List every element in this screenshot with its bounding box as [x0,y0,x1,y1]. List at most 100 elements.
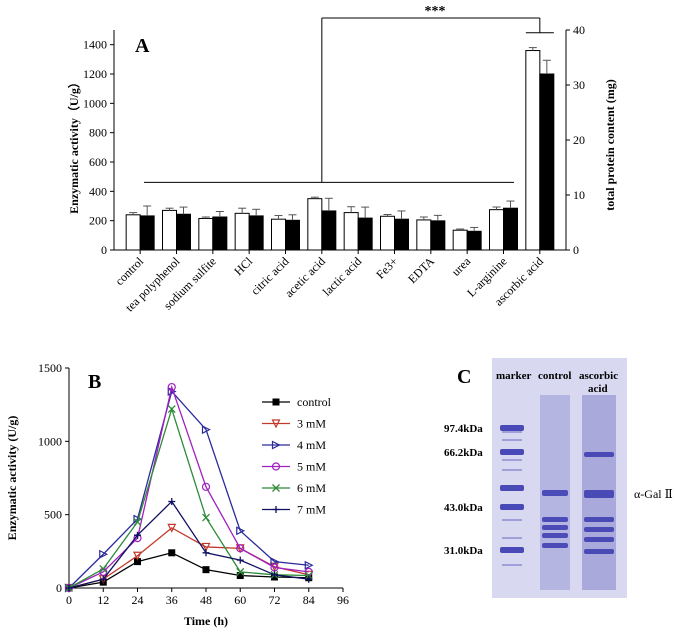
data-point-5 [305,575,313,583]
bar-activity [234,212,250,251]
legend-label-2: 4 mM [297,438,326,452]
panel-a-y-tick-label: 200 [89,214,107,228]
control-band [542,525,568,530]
panel-b-x-tick-label: 60 [234,593,246,607]
bar-activity [525,50,541,251]
panel-a-y2-tick-label: 30 [573,78,585,92]
lane-label-marker: marker [496,370,532,382]
bar-protein [357,217,373,251]
data-point-2 [99,549,109,559]
marker-faint-band [502,459,522,461]
lane-label-acid: acid [588,383,608,395]
marker-faint-band [502,431,522,433]
legend-label-5: 7 mM [297,503,326,517]
legend-label-3: 5 mM [297,460,326,474]
data-point-4 [202,513,210,522]
ascorbic-band [584,527,614,532]
panel-a-y-tick-label: 1200 [83,67,107,81]
panel-a-x-tick-label: acetic acid [282,254,328,300]
gel-background [492,358,627,598]
panel-a-y2-tick-label: 10 [573,188,585,202]
marker-band [500,425,524,431]
legend-marker-4 [272,484,280,492]
data-point-5 [65,584,73,592]
panel-b-x-tick-label: 24 [132,593,144,607]
series-line-0 [68,552,309,589]
marker-faint-band [502,439,522,441]
panel-b-chart: B Time (h) Enzymatic activity (U/g) 0 12 2… [5,361,349,628]
lane-label-control: control [538,370,571,382]
legend-marker-5 [272,506,280,513]
marker-band [500,547,524,553]
bar-activity [162,209,177,251]
data-point-1 [133,551,142,561]
panel-a-y-tick-label: 800 [89,126,107,140]
data-point-5 [236,556,244,564]
bar-activity [380,215,395,251]
panel-b-x-tick-label: 96 [337,593,349,607]
panel-a-x-tick-label: lactic acid [320,254,365,299]
panel-a-x-tick-label: urea [449,254,474,279]
data-point-3 [167,382,176,392]
panel-a-chart: A *** Enzymatic activity（U/g） total prot… [66,4,617,314]
data-point-3 [270,563,279,572]
panel-a-label: A [135,35,150,57]
legend-marker-3 [271,462,281,471]
panel-c-label: C [457,366,471,388]
panel-b-y-tick-label: 0 [56,581,62,595]
series-line-3 [68,384,309,589]
data-point-2 [270,557,280,567]
bar-activity [271,218,286,251]
marker-band [500,449,524,455]
panel-b-y-axis-label: Enzymatic activity (U/g) [5,416,19,541]
data-point-4 [99,564,108,573]
data-point-4 [167,405,176,414]
data-point-2 [304,560,314,570]
legend-marker-0 [272,398,280,406]
mw-label-31: 31.0kDa [444,545,483,557]
mw-label-43: 43.0kDa [444,502,483,514]
legend-marker-2 [271,440,281,450]
panel-a-y-tick-label: 1400 [83,38,107,52]
control-band [542,533,568,538]
panel-a-y2-tick-label: 40 [573,23,585,37]
mw-label-97: 97.4kDa [444,423,483,435]
panel-a-x-tick-label: Fe3+ [373,254,401,282]
data-point-3 [201,482,211,491]
control-band [542,517,568,522]
data-point-2 [236,526,246,536]
panel-a-y-tick-label: 400 [89,184,107,198]
panel-a-x-tick-label: HCl [231,254,256,279]
ascorbic-band [584,517,614,522]
bar-activity [452,229,468,251]
data-point-1 [167,523,177,533]
data-point-0 [134,558,141,566]
ascorbic-band [584,490,614,498]
legend-label-0: control [297,395,332,409]
panel-b-x-tick-label: 48 [200,593,212,607]
panel-a-x-tick-label: control [112,254,146,288]
bar-activity [307,198,323,251]
panel-b-y-tick-label: 1000 [38,434,62,448]
bar-protein [466,230,482,251]
bar-activity [343,212,359,251]
panel-b-y-tick-label: 1500 [38,361,62,375]
control-band [542,543,568,548]
bar-activity [416,219,432,251]
panel-a-y-tick-label: 1000 [83,96,107,110]
mw-label-66: 66.2kDa [444,447,483,459]
legend-marker-1 [271,419,281,429]
ascorbic-band [584,537,614,542]
bar-protein [321,210,337,251]
lane-label-ascorbic: ascorbic [579,370,618,382]
marker-faint-band [502,519,522,521]
data-point-0 [168,549,176,557]
control-band [542,490,568,496]
ascorbic-band [584,549,614,554]
marker-band [500,504,524,510]
data-point-4 [133,518,142,526]
data-point-0 [236,572,244,580]
bar-activity [125,214,141,251]
bar-protein [212,216,228,251]
